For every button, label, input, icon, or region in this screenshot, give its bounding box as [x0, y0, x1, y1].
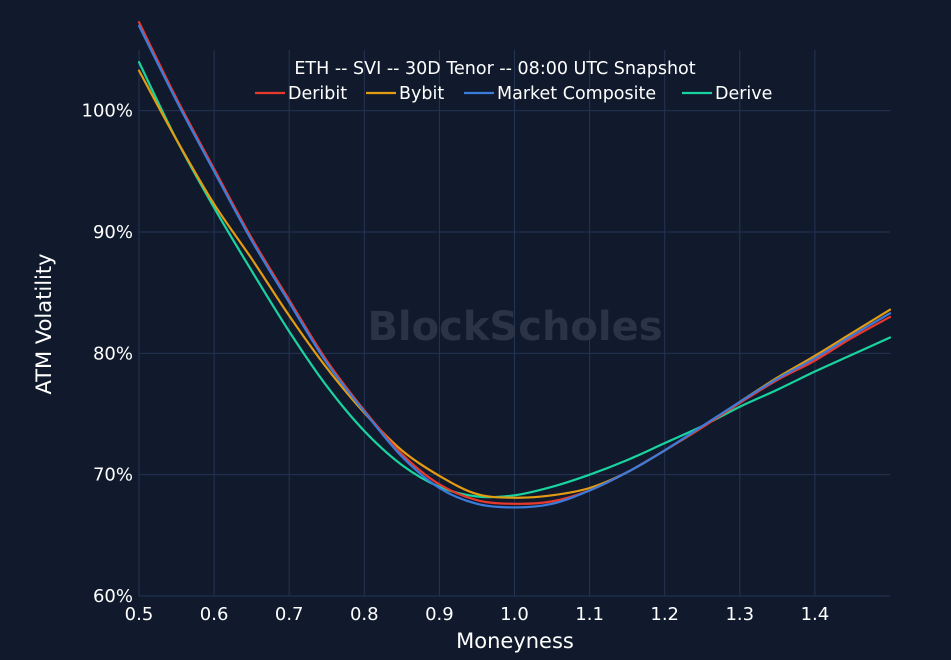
y-tick-label: 100%: [82, 101, 133, 122]
legend-label: Market Composite: [497, 84, 656, 104]
x-tick-label: 0.9: [425, 604, 454, 625]
y-tick-label: 80%: [93, 343, 133, 364]
legend-label: Bybit: [399, 84, 444, 104]
x-tick-label: 0.6: [200, 604, 229, 625]
legend-item-bybit[interactable]: Bybit: [366, 84, 444, 104]
watermark-text: BlockScholes: [367, 304, 662, 350]
legend: Deribit Bybit Market Composite Derive: [255, 84, 772, 104]
x-tick-label: 0.5: [125, 604, 154, 625]
x-tick-label: 0.8: [350, 604, 379, 625]
x-tick-label: 1.0: [500, 604, 529, 625]
x-tick-label: 1.2: [650, 604, 679, 625]
y-tick-label: 70%: [93, 465, 133, 486]
legend-item-deribit[interactable]: Deribit: [255, 84, 347, 104]
y-axis-title: ATM Volatility: [32, 253, 56, 394]
x-axis-title: Moneyness: [456, 629, 574, 653]
x-tick-label: 0.7: [275, 604, 304, 625]
series-line-derive: [137, 61, 892, 499]
legend-label: Derive: [715, 84, 772, 104]
y-tick-label: 90%: [93, 222, 133, 243]
series-line-market-composite: [137, 24, 892, 509]
x-tick-label: 1.1: [575, 604, 604, 625]
x-tick-label: 1.4: [801, 604, 830, 625]
chart-title: ETH -- SVI -- 30D Tenor -- 08:00 UTC Sna…: [294, 59, 695, 79]
tick-labels-layer: 0.5 0.6 0.7 0.8 0.9 1.0 1.1 1.2 1.3 1.4 60% 70% 80% 9…: [82, 101, 830, 625]
legend-item-derive[interactable]: Derive: [682, 84, 772, 104]
grid-layer: [138, 50, 890, 597]
legend-label: Deribit: [288, 84, 347, 104]
x-tick-label: 1.3: [725, 604, 754, 625]
y-tick-label: 60%: [93, 586, 133, 607]
series-layer: [137, 20, 892, 509]
legend-item-market-composite[interactable]: Market Composite: [464, 84, 656, 104]
